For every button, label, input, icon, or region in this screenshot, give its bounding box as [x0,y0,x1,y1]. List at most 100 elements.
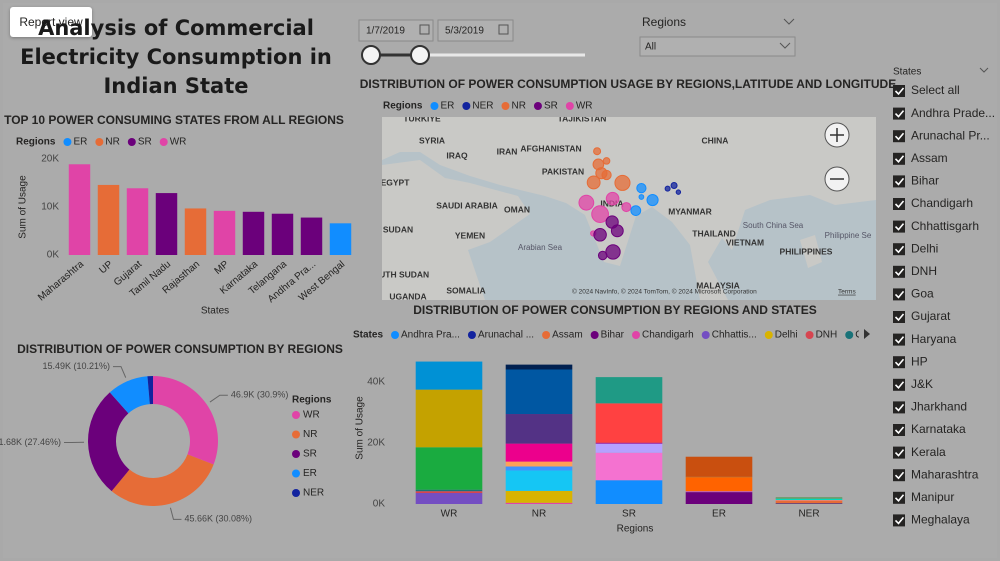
chevron[interactable] [979,67,989,73]
checkbox[interactable] [893,175,905,188]
legend-item: Arunachal ... [478,330,534,341]
bar-segment [415,361,483,390]
map-attribution: © 2024 NavInfo, © 2024 TomTom, © 2024 Mi… [572,288,757,296]
checkbox[interactable] [893,446,905,459]
chevron[interactable] [779,42,791,49]
map-place: SUDAN [383,224,413,234]
checkbox[interactable] [893,107,905,120]
x-axis-label: States [201,306,229,317]
x-tick-label: NER [798,509,819,520]
regions-dropdown[interactable] [639,36,796,57]
legend-item: DNH [816,330,838,341]
map-place: MYANMAR [668,206,712,216]
bar [126,188,149,255]
slider-handle[interactable] [361,45,381,65]
zoom-in-icon [830,128,844,142]
calendar-icon[interactable] [419,24,430,35]
legend: States Andhra Pra... Arunachal ... Assam Bih… [353,330,859,341]
checkbox[interactable] [893,469,905,482]
map-terms[interactable]: Terms [838,289,856,296]
checkmark [894,223,905,231]
donut-slice [109,376,150,414]
legend-item: Delhi [775,330,798,341]
legend-marker [63,138,72,146]
bar [184,208,207,255]
bar [300,217,323,255]
calendar-icon[interactable] [498,24,509,35]
date-from-box[interactable] [358,19,434,42]
date-to-box[interactable] [437,19,514,42]
legend-item: ER [440,101,454,112]
checkbox[interactable] [893,401,905,414]
map-bubble[interactable] [602,157,611,165]
checkbox[interactable] [893,356,905,369]
map-bubble[interactable] [670,182,678,190]
legend-item: Chandigarh [642,330,694,341]
bar-segment [415,489,483,492]
legend-marker [127,138,136,146]
chevron[interactable] [783,18,795,25]
checkbox[interactable] [893,514,905,527]
map-bubble[interactable] [601,169,612,181]
legend-item: ER [303,468,317,479]
legend-item: NER [303,488,324,499]
map-bubble[interactable] [646,193,659,207]
map-bubble[interactable] [630,205,642,216]
date-from: 1/7/2019 [366,26,405,37]
legend-item: Bihar [601,330,625,341]
checkmark [894,426,905,435]
map-bubble[interactable] [638,194,645,200]
map-bubble[interactable] [605,244,621,260]
map-bubble[interactable] [675,189,682,195]
checkmark [894,177,905,186]
checkbox[interactable] [893,288,905,301]
state-item: Chhattisgarh [911,219,979,233]
checkmark [894,381,905,389]
chart-title: DISTRIBUTION OF POWER CONSUMPTION BY REG… [413,303,817,317]
map-land [800,235,822,268]
map-bubble[interactable] [591,205,609,223]
legend-item: Assam [552,330,583,341]
checkbox[interactable] [893,265,905,278]
bar-segment [685,492,753,504]
checkmark [894,516,905,525]
checkbox[interactable] [893,491,905,504]
checkbox[interactable] [893,130,905,143]
checkmark [894,268,905,276]
map-bubble[interactable] [664,185,671,192]
slider-handle[interactable] [410,45,430,65]
checkbox[interactable] [893,220,905,233]
checkbox[interactable] [893,198,905,210]
y-tick-label: 10K [41,202,59,213]
map-bubble[interactable] [610,224,624,238]
checkbox[interactable] [893,85,905,97]
map-bubble[interactable] [593,228,607,242]
map-bubble[interactable] [614,174,631,191]
map-bubble[interactable] [586,175,601,190]
y-tick-label: 0K [47,250,60,261]
checkbox[interactable] [893,152,905,165]
map-bubble[interactable] [636,183,647,194]
map-bubble[interactable] [578,194,595,211]
map-bubble[interactable] [593,147,602,156]
map-bubble[interactable] [597,250,608,261]
legend-marker [292,469,300,478]
legend-marker [467,331,476,339]
map-bubble[interactable] [605,191,620,206]
checkbox[interactable] [893,243,905,256]
checkbox[interactable] [893,333,905,346]
legend-marker [845,331,854,339]
map-place: PAKISTAN [542,166,584,176]
leader-line [169,507,182,520]
checkbox[interactable] [893,378,905,391]
checkbox[interactable] [893,424,905,436]
bar [155,193,178,255]
bar-segment [505,490,573,503]
legend-next[interactable] [864,329,870,339]
checkbox[interactable] [893,311,905,323]
bar [271,213,294,255]
map-bubble[interactable] [621,202,632,213]
legend-marker [805,331,814,339]
